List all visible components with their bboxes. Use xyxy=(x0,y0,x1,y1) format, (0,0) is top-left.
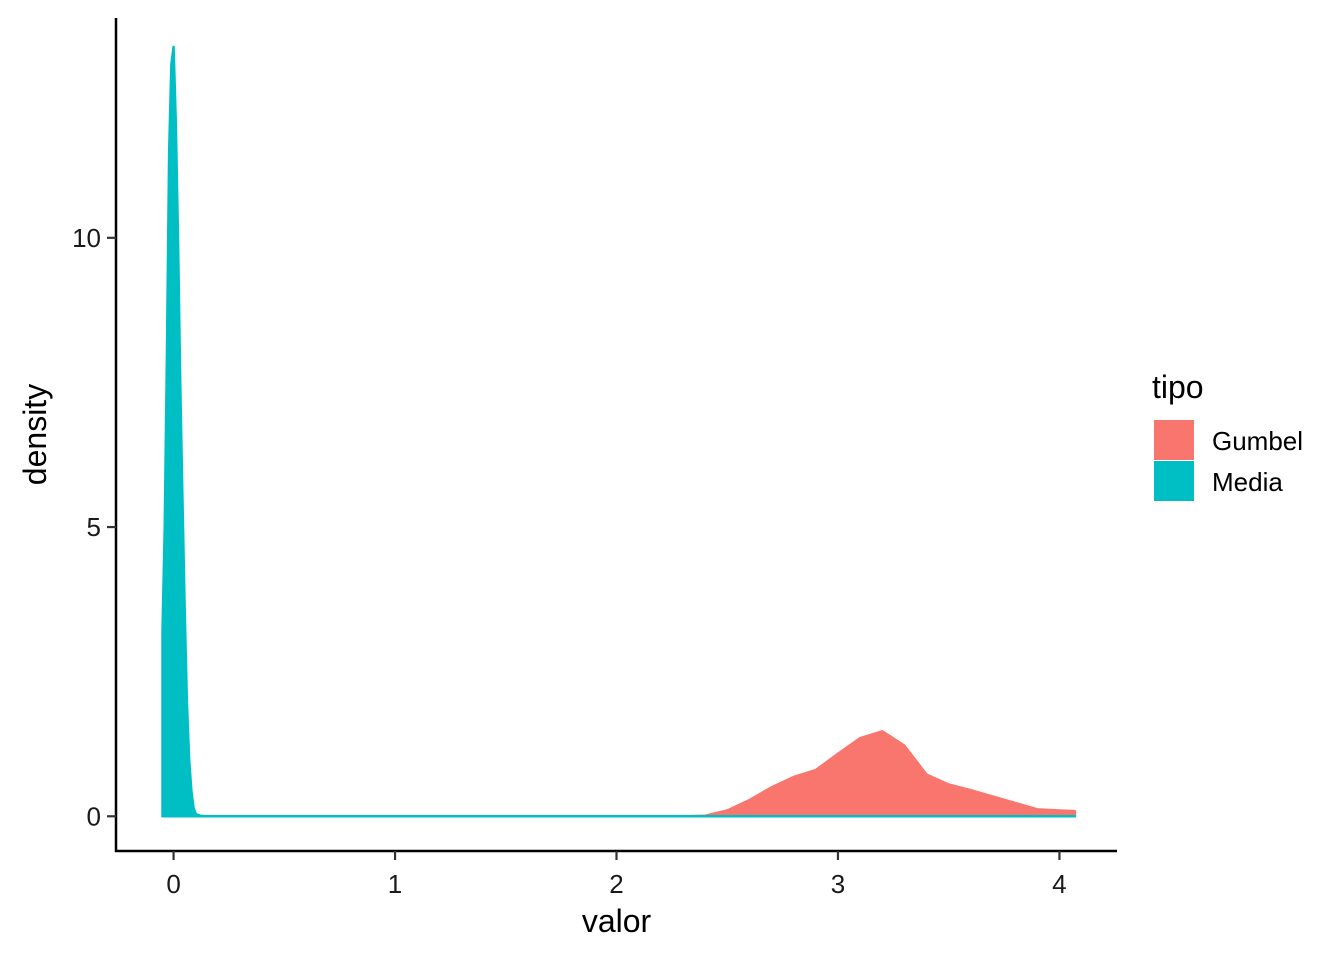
x-tick-label: 3 xyxy=(831,869,845,899)
y-tick-label: 5 xyxy=(87,512,101,542)
y-axis-ticks: 0 5 10 xyxy=(72,223,116,831)
legend-title: tipo xyxy=(1152,369,1204,405)
plot-area xyxy=(161,45,1077,818)
density-area-gumbel xyxy=(161,730,1077,818)
x-tick-label: 2 xyxy=(609,869,623,899)
legend-label-media: Media xyxy=(1212,467,1283,497)
x-tick-label: 4 xyxy=(1052,869,1066,899)
y-axis-title: density xyxy=(17,384,53,485)
x-axis-title: valor xyxy=(582,903,652,939)
legend-items: Gumbel Media xyxy=(1154,420,1303,501)
density-area-media xyxy=(161,45,1077,818)
x-axis-ticks: 0 1 2 3 4 xyxy=(166,851,1067,899)
legend-label-gumbel: Gumbel xyxy=(1212,426,1303,456)
legend: tipo Gumbel Media xyxy=(1152,369,1303,501)
x-tick-label: 1 xyxy=(388,869,402,899)
y-tick-label: 10 xyxy=(72,223,101,253)
legend-swatch-media xyxy=(1154,461,1194,501)
x-tick-label: 0 xyxy=(166,869,180,899)
legend-swatch-gumbel xyxy=(1154,420,1194,460)
y-tick-label: 0 xyxy=(87,801,101,831)
